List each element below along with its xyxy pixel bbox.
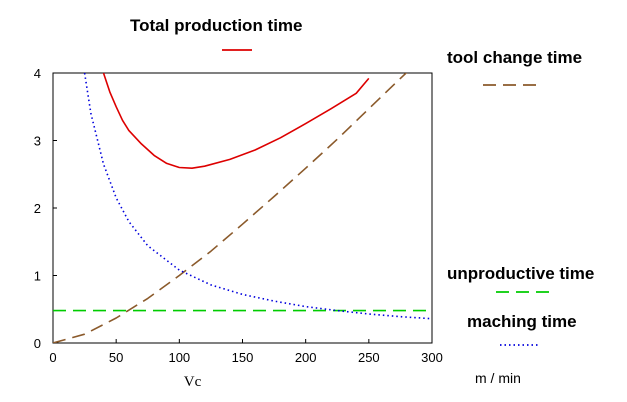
y-tick-label: 1 (34, 269, 41, 284)
x-tick-label: 300 (421, 350, 443, 365)
y-tick-label: 3 (34, 134, 41, 149)
x-tick-label: 200 (295, 350, 317, 365)
x-unit-label: m / min (475, 370, 521, 386)
x-axis: 0 50 100 150 200 250 300 Vc (49, 339, 443, 390)
series-line-total-production-time (102, 73, 370, 169)
x-tick-label: 250 (358, 350, 380, 365)
y-tick-label: 0 (34, 336, 41, 351)
series-line-maching-time (83, 73, 432, 320)
y-tick-label: 4 (34, 66, 41, 81)
legend-label-total: Total production time (130, 16, 303, 35)
series-line-tool-change-time (53, 73, 408, 343)
x-tick-label: 0 (49, 350, 56, 365)
plot-area (52, 72, 433, 344)
x-tick-label: 100 (168, 350, 190, 365)
x-tick-label: 150 (232, 350, 254, 365)
legend-label-machining: maching time (467, 312, 577, 331)
legend-layer (222, 49, 552, 346)
legend-label-unproductive: unproductive time (447, 264, 595, 283)
series-layer (53, 73, 432, 343)
legend-label-tool: tool change time (447, 48, 583, 67)
y-tick-label: 2 (34, 201, 41, 216)
x-axis-label: Vc (184, 374, 202, 390)
plot-frame (52, 72, 433, 344)
x-tick-label: 50 (109, 350, 123, 365)
y-axis: 0 1 2 3 4 (34, 66, 57, 351)
